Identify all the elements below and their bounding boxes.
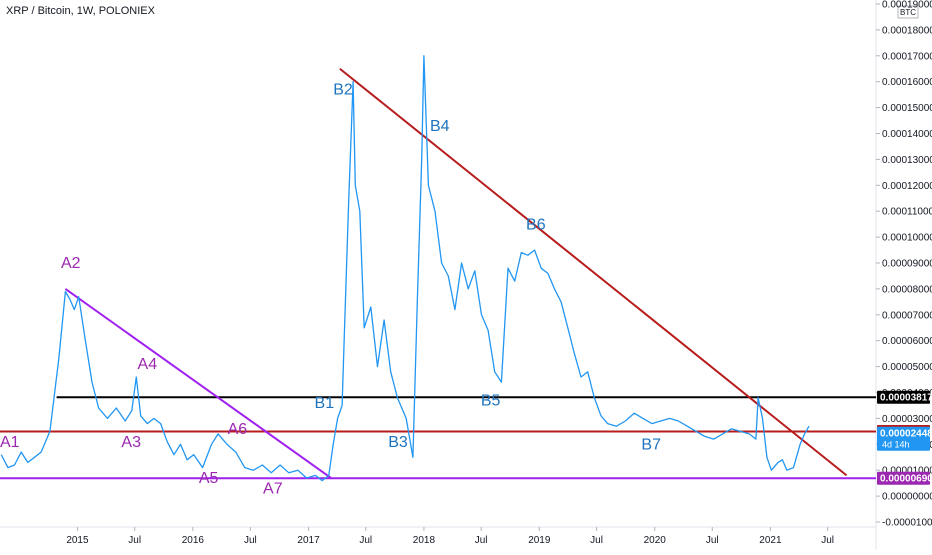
currency-badge[interactable]: BTC xyxy=(897,5,919,19)
x-tick-label: Jul xyxy=(706,535,719,546)
price-label-value: 0.00003817 xyxy=(880,393,932,404)
time-axis[interactable]: 2015 Jul 2016 Jul 2017 Jul 2018 Jul 2019 Jul 2020 J… xyxy=(66,527,834,546)
y-tick-label: 0.00015000 xyxy=(882,103,932,114)
x-tick-label: 2018 xyxy=(413,535,436,546)
falling-b-trendline xyxy=(339,67,848,477)
y-tick-label: 0.00003000 xyxy=(882,414,932,425)
y-tick-label: 0.00008000 xyxy=(882,284,932,295)
x-tick-label: 2021 xyxy=(759,535,782,546)
annotation-b4: B4 xyxy=(430,118,450,135)
price-label-bg xyxy=(877,426,930,451)
y-tick-label: 0.00016000 xyxy=(882,77,932,88)
price-label-countdown: 4d 14h xyxy=(882,440,910,450)
annotations: A1 A2 A3 A4 A5 A6 A7 B1 B2 B3 B4 B5 B6 B7 xyxy=(0,82,661,498)
price-line-series xyxy=(0,55,810,482)
x-tick-label: 2017 xyxy=(297,535,320,546)
x-tick-label: 2016 xyxy=(182,535,205,546)
y-tick-label: 0.00009000 xyxy=(882,259,932,270)
x-tick-label: Jul xyxy=(128,535,141,546)
y-tick-label: 0.00018000 xyxy=(882,25,932,36)
y-tick-label: 0.00011000 xyxy=(882,207,932,218)
y-tick-label: 0.00005000 xyxy=(882,362,932,373)
x-tick-label: 2020 xyxy=(644,535,667,546)
annotation-a4: A4 xyxy=(138,356,158,373)
y-tick-label: 0.00006000 xyxy=(882,336,932,347)
y-tick-label: 0.00014000 xyxy=(882,129,932,140)
annotation-b1: B1 xyxy=(315,395,335,412)
price-label-value: 0.00002448 xyxy=(880,429,932,440)
currency-badge-label: BTC xyxy=(900,8,916,17)
chart-title: XRP / Bitcoin, 1W, POLONIEX xyxy=(6,5,156,17)
price-label-bg xyxy=(877,390,930,404)
annotation-b3: B3 xyxy=(388,434,408,451)
y-tick-label: 0.00001000 xyxy=(882,466,932,477)
y-tick-label: 0.00010000 xyxy=(882,233,932,244)
annotation-a2: A2 xyxy=(61,255,81,272)
x-tick-label: Jul xyxy=(244,535,257,546)
annotation-a5: A5 xyxy=(199,470,219,487)
annotation-b2: B2 xyxy=(333,82,353,99)
x-tick-label: Jul xyxy=(821,535,834,546)
annotation-a6: A6 xyxy=(228,421,248,438)
x-tick-label: Jul xyxy=(359,535,372,546)
trendlines xyxy=(64,67,848,479)
y-tick-label: 0.00013000 xyxy=(882,155,932,166)
annotation-a7: A7 xyxy=(263,481,283,498)
annotation-b6: B6 xyxy=(526,216,546,233)
y-tick-label: 0.00019000 xyxy=(882,0,932,11)
x-tick-label: 2019 xyxy=(528,535,551,546)
price-series xyxy=(0,55,810,482)
annotation-a3: A3 xyxy=(121,434,141,451)
y-tick-label: 0.00012000 xyxy=(882,181,932,192)
x-tick-label: Jul xyxy=(475,535,488,546)
price-label-bg xyxy=(877,471,930,485)
annotation-b5: B5 xyxy=(481,392,501,409)
price-label-value: 0.00000690 xyxy=(880,474,932,485)
annotation-a1: A1 xyxy=(0,434,20,451)
y-tick-label: -0.00001000 xyxy=(882,518,932,529)
y-tick-label: 0.00007000 xyxy=(882,310,932,321)
y-tick-label: 0.00017000 xyxy=(882,51,932,62)
horizontal-levels xyxy=(0,396,876,480)
y-tick-label: 0.00000000 xyxy=(882,492,932,503)
x-tick-label: Jul xyxy=(590,535,603,546)
annotation-b7: B7 xyxy=(641,436,661,453)
falling-a-trendline xyxy=(64,288,332,479)
x-tick-label: 2015 xyxy=(66,535,89,546)
